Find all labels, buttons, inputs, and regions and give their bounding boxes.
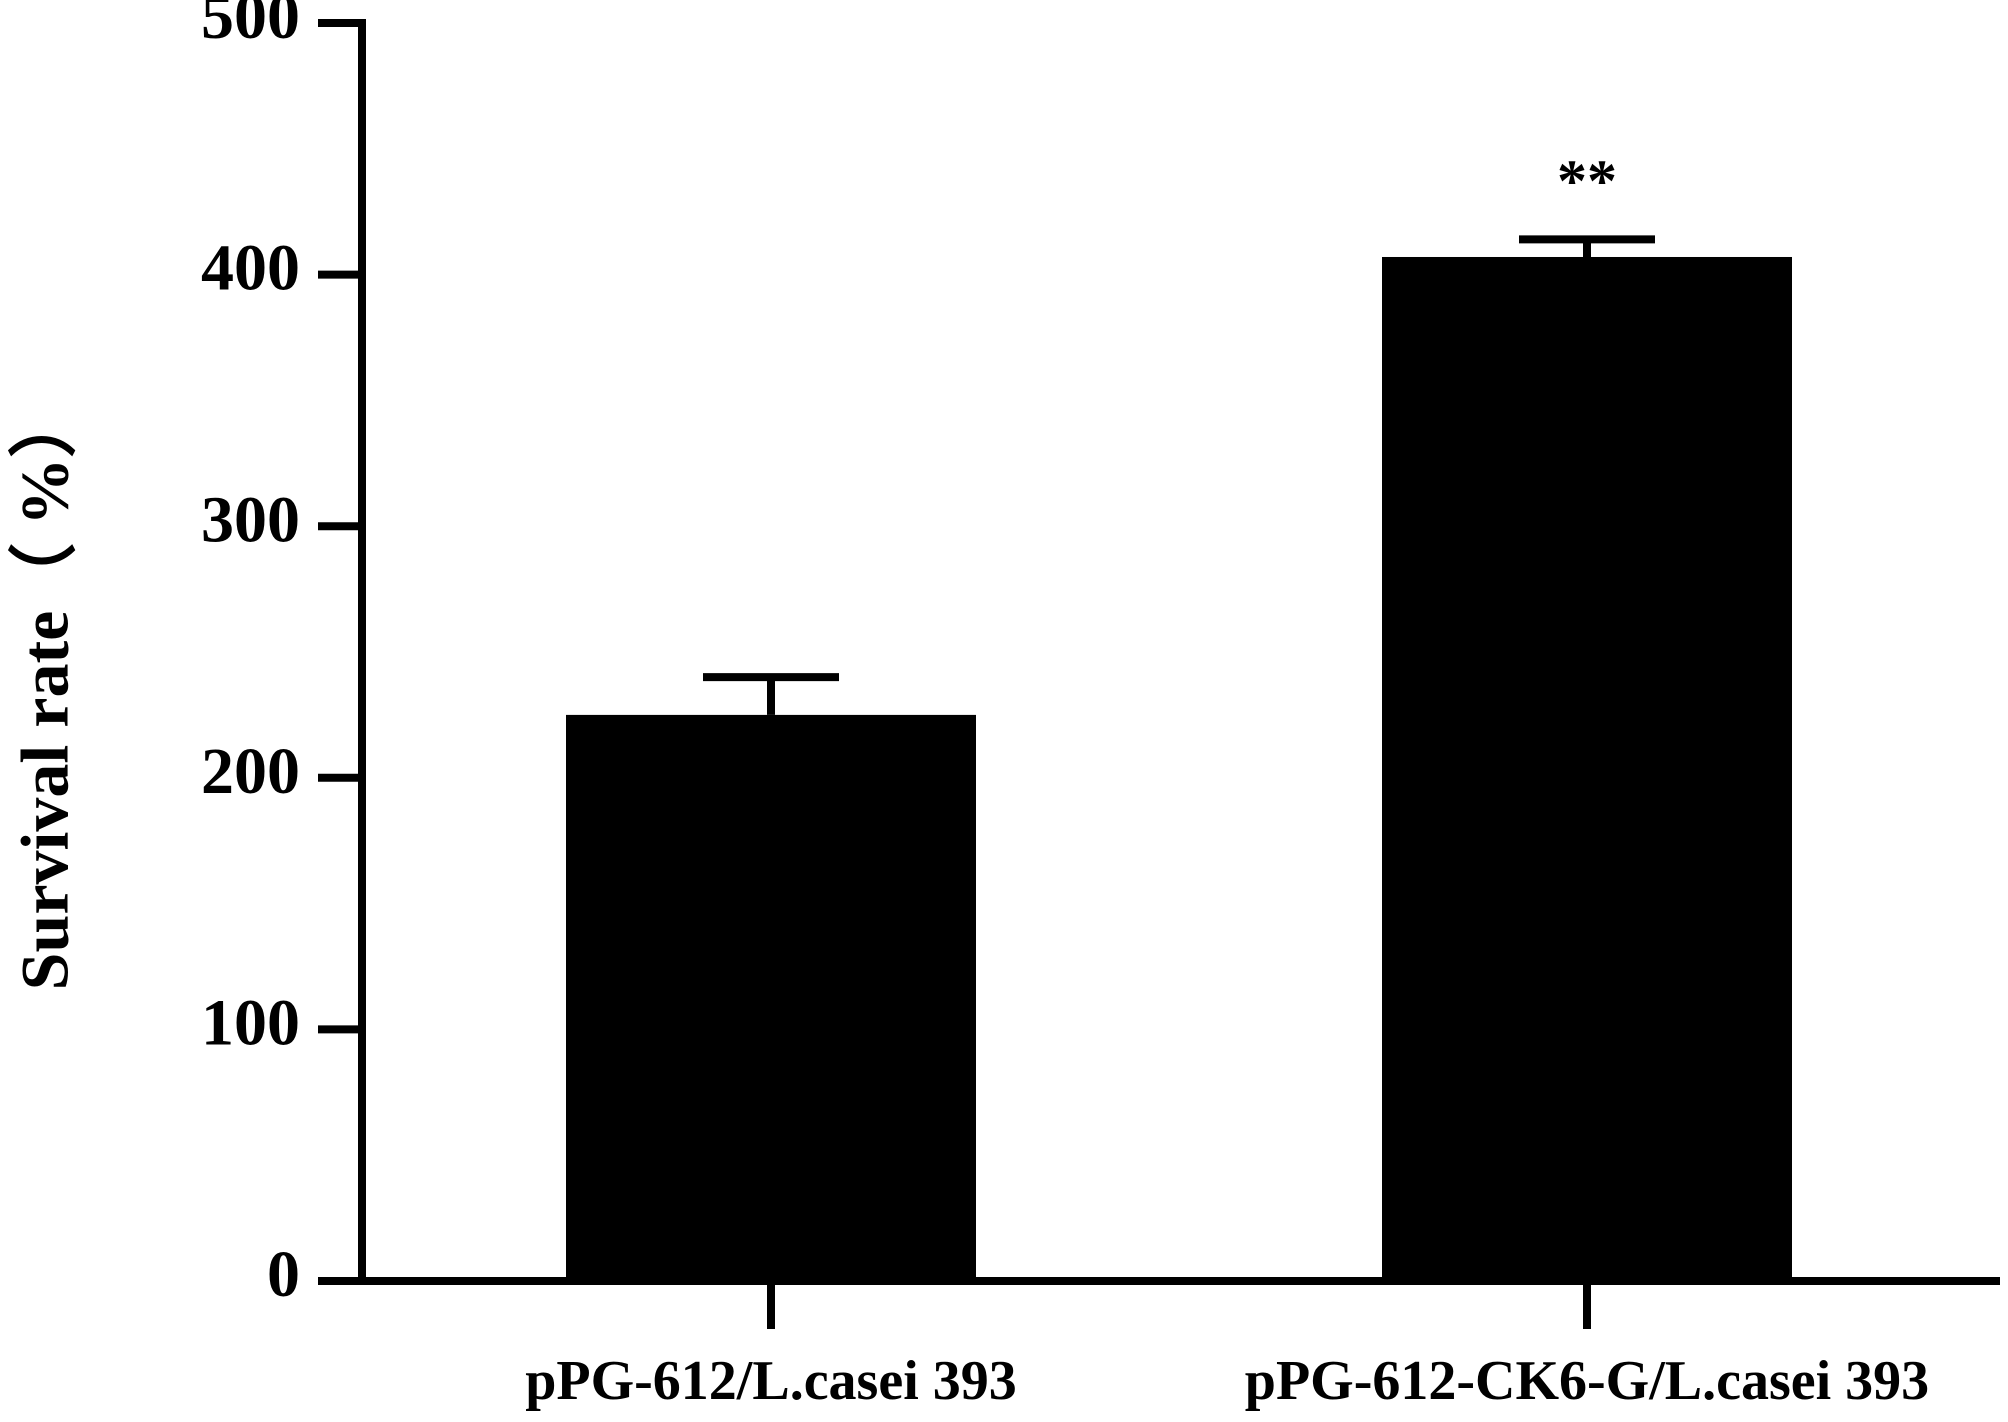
x-tick-label: pPG-612-CK6-G/L.casei 393 — [1245, 1350, 1929, 1412]
y-tick-label: 400 — [201, 232, 300, 305]
bar — [1382, 256, 1792, 1281]
y-tick-label: 200 — [201, 735, 300, 808]
y-tick-label: 500 — [201, 0, 300, 53]
x-tick-label: pPG-612/L.casei 393 — [525, 1350, 1017, 1412]
y-tick-label: 0 — [267, 1238, 300, 1311]
y-tick-label: 300 — [201, 483, 300, 556]
error-bar — [1519, 235, 1655, 257]
y-tick-label: 100 — [201, 987, 300, 1060]
bar — [566, 714, 976, 1281]
y-axis-label: Survival rate（ %） — [7, 390, 83, 991]
significance-label: ** — [1557, 148, 1617, 214]
error-bar — [703, 673, 839, 715]
